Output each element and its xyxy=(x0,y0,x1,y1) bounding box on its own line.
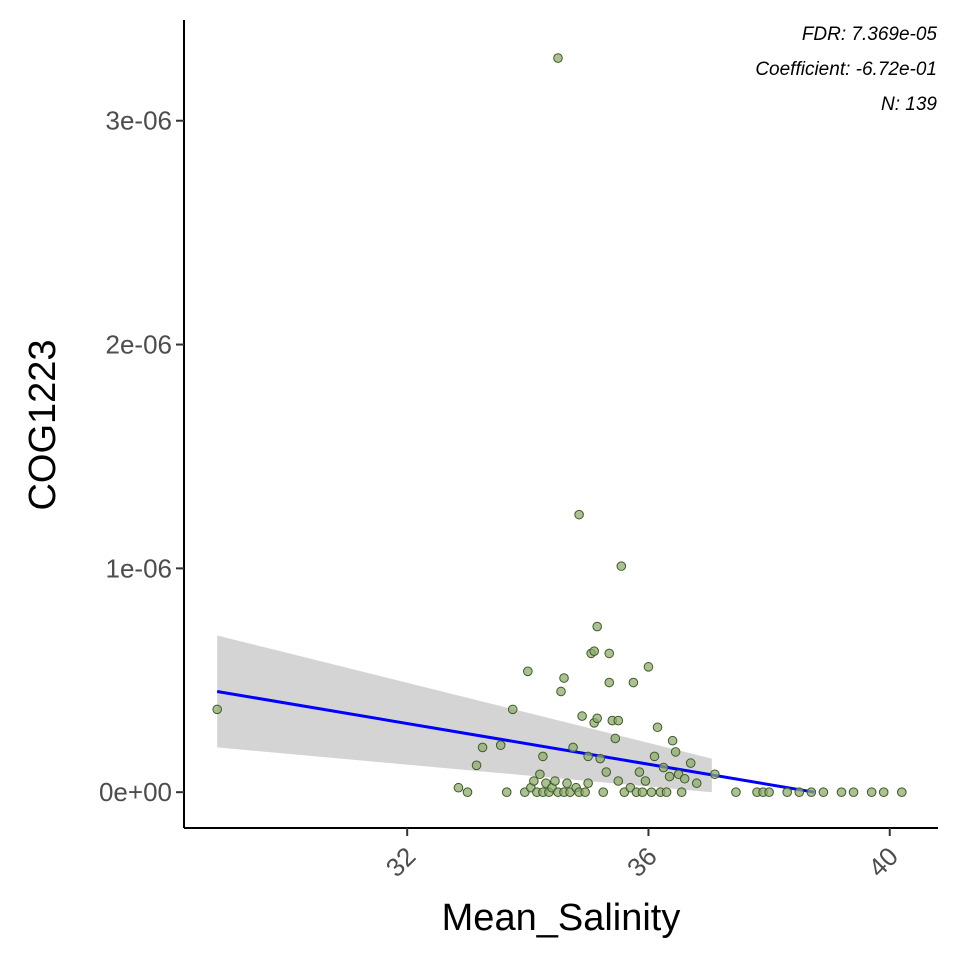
x-axis-title: Mean_Salinity xyxy=(442,897,681,939)
coefficient-annotation: Coefficient: -6.72e-01 xyxy=(755,59,937,80)
data-point xyxy=(616,561,627,571)
x-tick-label: 40 xyxy=(862,841,904,883)
y-tick-label: 2e-06 xyxy=(106,330,173,360)
data-point xyxy=(471,760,482,771)
data-point xyxy=(710,769,720,780)
data-point xyxy=(577,711,587,721)
data-point xyxy=(649,751,660,762)
data-point xyxy=(848,787,859,797)
data-point xyxy=(897,787,907,797)
data-point xyxy=(866,787,877,797)
data-point xyxy=(613,776,624,786)
data-point xyxy=(646,787,657,797)
data-point xyxy=(562,778,572,789)
data-point xyxy=(685,758,696,768)
data-point xyxy=(453,782,464,793)
data-point xyxy=(604,648,615,659)
data-point xyxy=(574,509,584,520)
data-point xyxy=(878,787,889,797)
fdr-annotation: FDR: 7.369e-05 xyxy=(802,24,938,45)
y-tick-label: 3e-06 xyxy=(106,106,173,136)
data-point xyxy=(652,722,663,733)
axes xyxy=(183,20,938,829)
data-point xyxy=(637,787,648,797)
data-point xyxy=(495,740,506,750)
data-point xyxy=(501,787,512,797)
data-point xyxy=(640,776,651,786)
data-points xyxy=(212,53,907,797)
data-point xyxy=(507,704,518,715)
data-point xyxy=(538,751,548,762)
data-point xyxy=(661,787,672,797)
y-tick-label: 1e-06 xyxy=(106,553,173,583)
data-point xyxy=(610,733,621,744)
data-point xyxy=(592,713,602,724)
x-tick-label: 36 xyxy=(621,841,663,883)
data-point xyxy=(601,767,612,777)
data-point xyxy=(592,621,602,632)
data-point xyxy=(589,646,599,656)
data-point xyxy=(580,787,590,797)
x-tick-label: 32 xyxy=(380,841,422,883)
data-point xyxy=(679,773,690,784)
data-point xyxy=(782,787,793,797)
data-point xyxy=(613,715,624,726)
y-tick-label: 0e+00 xyxy=(99,777,172,807)
data-point xyxy=(595,753,606,764)
y-axis-title: COG1223 xyxy=(22,339,64,510)
data-point xyxy=(658,762,669,773)
data-point xyxy=(550,776,560,786)
n-annotation: N: 139 xyxy=(881,94,937,115)
data-point xyxy=(462,787,473,797)
data-point xyxy=(628,677,639,688)
data-point xyxy=(806,787,817,797)
data-point xyxy=(556,686,566,697)
data-point xyxy=(583,751,593,762)
data-point xyxy=(667,735,678,746)
data-point xyxy=(643,662,654,672)
data-point xyxy=(559,673,569,683)
data-point xyxy=(836,787,847,797)
data-point xyxy=(794,787,805,797)
data-point xyxy=(529,776,539,786)
data-point xyxy=(691,778,702,789)
data-point xyxy=(553,53,563,63)
data-point xyxy=(568,742,578,753)
data-point xyxy=(604,677,615,688)
data-point xyxy=(598,787,609,797)
data-point xyxy=(212,704,222,715)
data-point xyxy=(676,787,687,797)
data-point xyxy=(664,771,675,782)
data-point xyxy=(818,787,829,797)
data-point xyxy=(535,769,545,780)
data-point xyxy=(731,787,741,797)
data-point xyxy=(523,666,533,677)
data-point xyxy=(477,742,488,753)
data-point xyxy=(634,767,645,777)
stats-annotation: FDR: 7.369e-05 Coefficient: -6.72e-01 N:… xyxy=(755,24,937,115)
data-point xyxy=(583,778,593,789)
data-point xyxy=(764,787,774,797)
data-point xyxy=(670,747,681,757)
